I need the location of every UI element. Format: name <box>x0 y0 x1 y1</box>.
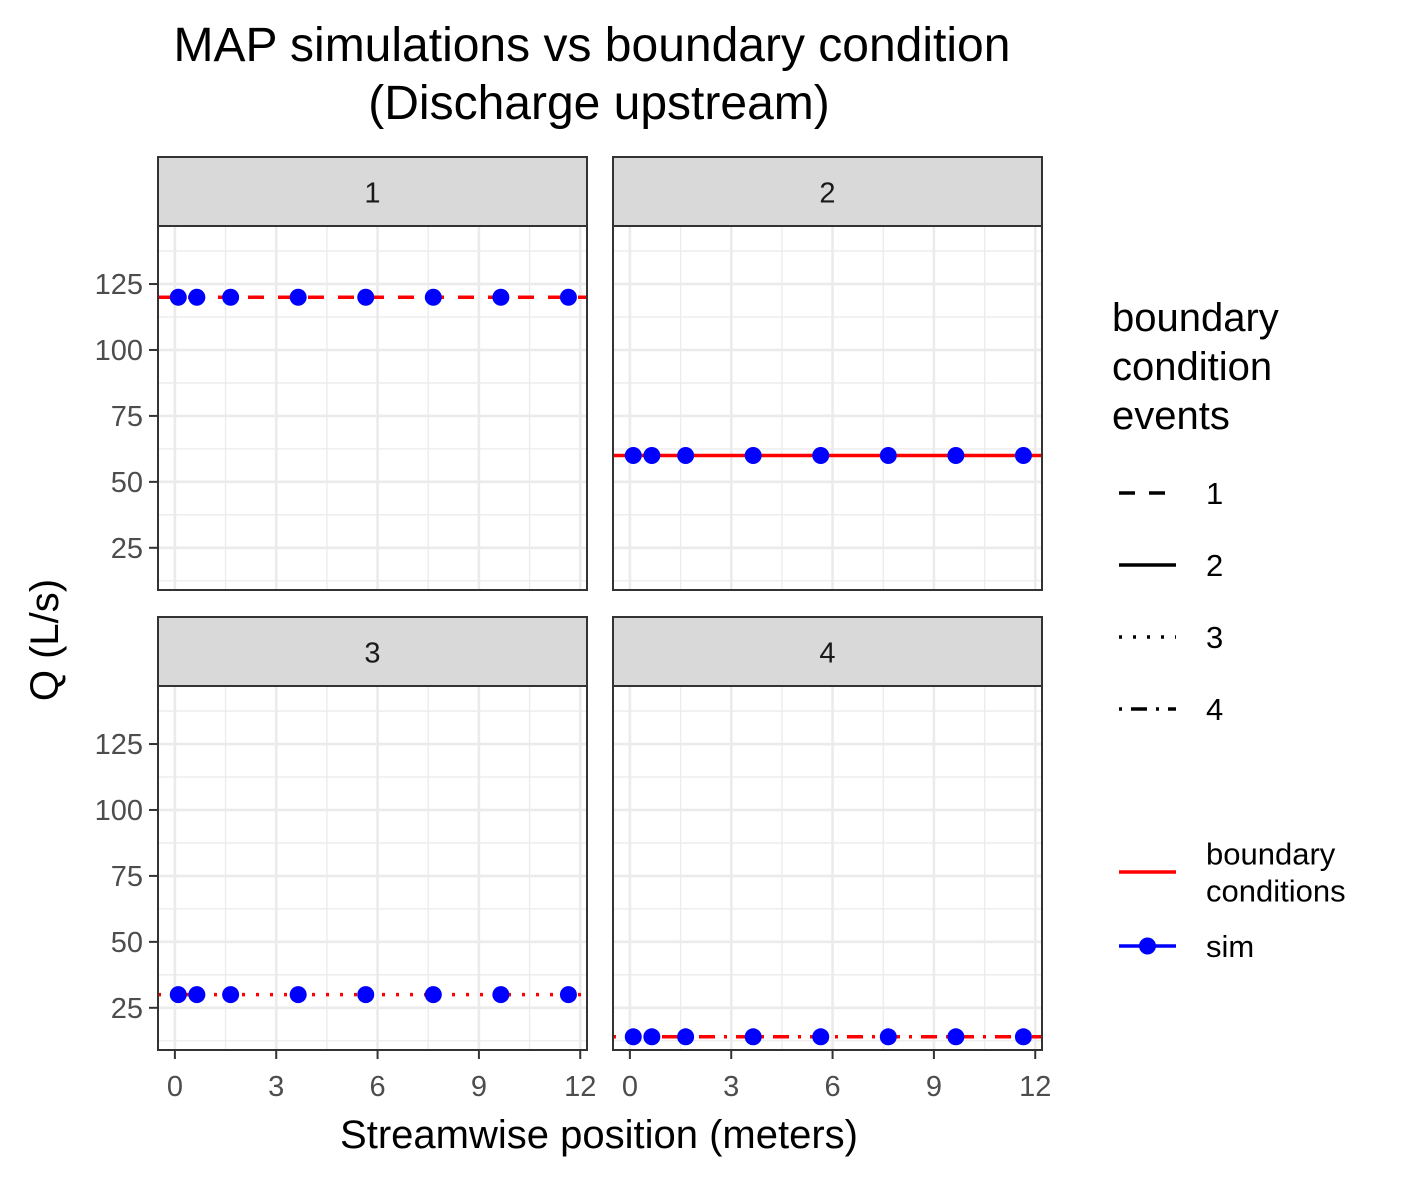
facet-strip-label: 1 <box>364 178 380 210</box>
y-tick-label: 75 <box>111 401 143 433</box>
panel-border <box>157 225 588 591</box>
facet-strip <box>157 616 588 687</box>
x-tick-label: 9 <box>926 1071 942 1103</box>
legend-label: sim <box>1206 929 1254 964</box>
sim-point <box>559 986 577 1004</box>
y-tick-label: 100 <box>95 335 143 367</box>
x-tick-label: 3 <box>268 1071 284 1103</box>
y-tick-label: 75 <box>111 861 143 893</box>
x-tick-label: 12 <box>1019 1071 1051 1103</box>
legend-label: conditions <box>1206 874 1346 909</box>
x-tick-label: 6 <box>369 1071 385 1103</box>
facet-strip <box>612 616 1043 687</box>
legend: boundaryconditionevents1234boundarycondi… <box>1112 296 1346 964</box>
sim-point <box>188 986 206 1004</box>
panel-border <box>612 225 1043 591</box>
y-tick-label: 25 <box>111 993 143 1025</box>
panel-border <box>612 685 1043 1051</box>
panel-border <box>157 685 588 1051</box>
y-tick-label: 50 <box>111 927 143 959</box>
sim-point <box>357 986 375 1004</box>
x-tick-label: 6 <box>824 1071 840 1103</box>
chart-title-line-2: (Discharge upstream) <box>368 77 829 130</box>
facet-strip-label: 3 <box>364 638 380 670</box>
y-tick-label: 100 <box>95 795 143 827</box>
sim-point <box>289 288 307 306</box>
y-tick-label: 50 <box>111 467 143 499</box>
sim-point <box>947 1028 965 1046</box>
x-tick-label: 0 <box>622 1071 638 1103</box>
facet-strip-label: 2 <box>819 178 835 210</box>
sim-point <box>1014 446 1032 464</box>
sim-point <box>169 986 187 1004</box>
sim-point <box>812 446 830 464</box>
sim-point <box>624 1028 642 1046</box>
sim-point <box>492 288 510 306</box>
legend-label: boundary <box>1206 837 1336 872</box>
sim-point <box>222 288 240 306</box>
sim-point <box>424 288 442 306</box>
sim-point <box>188 288 206 306</box>
sim-point <box>677 446 695 464</box>
sim-point <box>624 446 642 464</box>
legend-title-line: condition <box>1112 345 1272 389</box>
sim-point <box>812 1028 830 1046</box>
sim-point <box>424 986 442 1004</box>
sim-point <box>169 288 187 306</box>
sim-point <box>677 1028 695 1046</box>
legend-label: 1 <box>1206 476 1223 511</box>
sim-point <box>492 986 510 1004</box>
facet-strip <box>612 156 1043 227</box>
facet-panel-2: 2 <box>612 156 1043 591</box>
sim-point <box>744 446 762 464</box>
y-axis-title: Q (L/s) <box>23 579 67 701</box>
sim-point <box>559 288 577 306</box>
sim-point <box>222 986 240 1004</box>
sim-point <box>643 446 661 464</box>
sim-point <box>744 1028 762 1046</box>
sim-point <box>947 446 965 464</box>
y-tick-label: 25 <box>111 533 143 565</box>
y-tick-label: 125 <box>95 729 143 761</box>
facet-panel-4: 4 0 3 6 9 12 <box>612 616 1051 1103</box>
legend-label: 3 <box>1206 620 1223 655</box>
sim-point <box>643 1028 661 1046</box>
sim-point <box>879 446 897 464</box>
x-tick-label: 3 <box>723 1071 739 1103</box>
legend-key-point <box>1139 937 1156 955</box>
sim-point <box>357 288 375 306</box>
chart-title-line-1: MAP simulations vs boundary condition <box>174 19 1011 72</box>
legend-title-line: events <box>1112 394 1230 438</box>
legend-label: 4 <box>1206 692 1223 727</box>
sim-point <box>289 986 307 1004</box>
legend-title-line: boundary <box>1112 296 1279 340</box>
x-axis-title: Streamwise position (meters) <box>340 1113 858 1157</box>
facet-strip <box>157 156 588 227</box>
y-tick-label: 125 <box>95 269 143 301</box>
x-tick-label: 0 <box>167 1071 183 1103</box>
legend-label: 2 <box>1206 548 1223 583</box>
facet-panel-3: 3 25 50 75 100 125 0 3 6 9 12 <box>95 616 596 1103</box>
x-tick-label: 9 <box>471 1071 487 1103</box>
facet-strip-label: 4 <box>819 638 835 670</box>
sim-point <box>879 1028 897 1046</box>
x-tick-label: 12 <box>564 1071 596 1103</box>
sim-point <box>1014 1028 1032 1046</box>
